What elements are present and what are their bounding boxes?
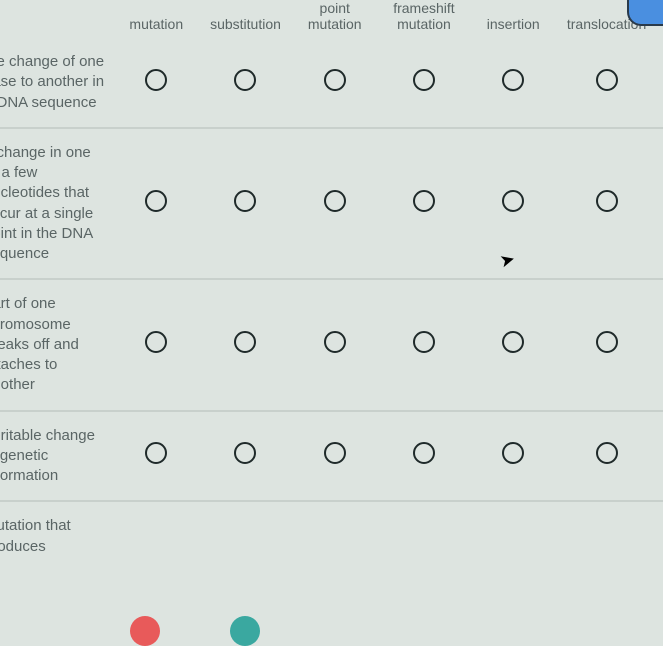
row-label-base-change: the change of one base to another in a D…: [0, 38, 112, 128]
dot-red: [130, 616, 160, 646]
radio-r0-c4[interactable]: [502, 69, 524, 91]
radio-r1-c2[interactable]: [324, 190, 346, 212]
radio-r1-c4[interactable]: [502, 190, 524, 212]
table-row: a change in one or a few nucleotides tha…: [0, 128, 663, 280]
row-label-mutation-produces: mutation that produces: [0, 501, 112, 571]
radio-r0-c0[interactable]: [145, 69, 167, 91]
dot-teal: [230, 616, 260, 646]
radio-r1-c3[interactable]: [413, 190, 435, 212]
radio-r2-c1[interactable]: [234, 331, 256, 353]
radio-r1-c5[interactable]: [596, 190, 618, 212]
radio-r2-c3[interactable]: [413, 331, 435, 353]
radio-r0-c1[interactable]: [234, 69, 256, 91]
row-label-chromosome-break: part of one chromosome breaks off and at…: [0, 279, 112, 410]
bottom-dots: [130, 616, 260, 646]
radio-r3-c0[interactable]: [145, 442, 167, 464]
radio-r3-c1[interactable]: [234, 442, 256, 464]
header-point-top: point: [294, 0, 375, 16]
radio-r0-c2[interactable]: [324, 69, 346, 91]
header-mutation: mutation: [112, 0, 201, 38]
header-substitution: substitution: [201, 0, 290, 38]
radio-r1-c1[interactable]: [234, 190, 256, 212]
radio-r0-c3[interactable]: [413, 69, 435, 91]
table-row: part of one chromosome breaks off and at…: [0, 279, 663, 410]
radio-r3-c4[interactable]: [502, 442, 524, 464]
row-label-heritable-change: heritable change in genetic information: [0, 411, 112, 502]
radio-r3-c3[interactable]: [413, 442, 435, 464]
quiz-matching-table: mutation substitution point mutation fra…: [0, 0, 663, 571]
table-row: the change of one base to another in a D…: [0, 38, 663, 128]
radio-r2-c0[interactable]: [145, 331, 167, 353]
radio-r2-c5[interactable]: [596, 331, 618, 353]
radio-r3-c2[interactable]: [324, 442, 346, 464]
header-insertion: insertion: [469, 0, 558, 38]
corner-pill: [627, 0, 663, 26]
radio-r1-c0[interactable]: [145, 190, 167, 212]
header-frameshift-top: frameshift: [383, 0, 464, 16]
radio-r3-c5[interactable]: [596, 442, 618, 464]
header-frameshift-bot: mutation: [383, 16, 464, 32]
table-row: heritable change in genetic information: [0, 411, 663, 502]
radio-r2-c4[interactable]: [502, 331, 524, 353]
header-blank: [0, 0, 112, 38]
header-frameshift-mutation: frameshift mutation: [379, 0, 468, 38]
header-row: mutation substitution point mutation fra…: [0, 0, 663, 38]
row-label-nucleotide-change: a change in one or a few nucleotides tha…: [0, 128, 112, 280]
table-row: mutation that produces: [0, 501, 663, 571]
radio-r0-c5[interactable]: [596, 69, 618, 91]
radio-r2-c2[interactable]: [324, 331, 346, 353]
header-point-bot: mutation: [294, 16, 375, 32]
header-point-mutation: point mutation: [290, 0, 379, 38]
